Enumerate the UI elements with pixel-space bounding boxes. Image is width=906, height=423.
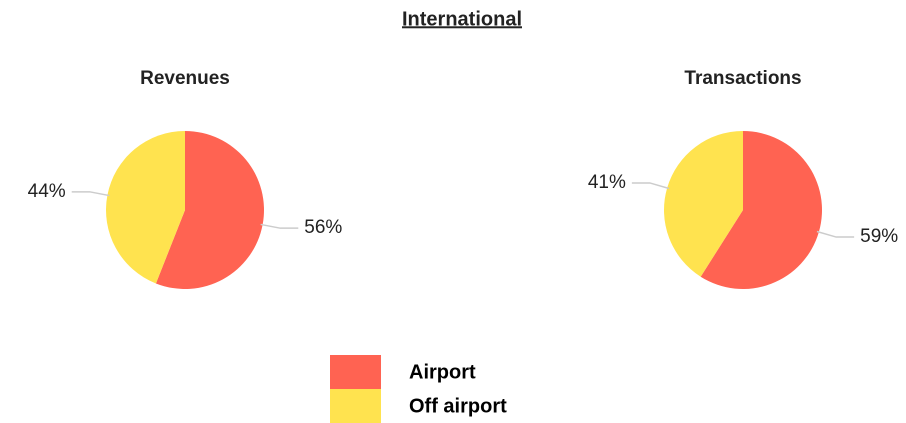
legend-swatch bbox=[330, 389, 381, 423]
pie-slice bbox=[106, 131, 185, 284]
data-label: 44% bbox=[28, 181, 66, 202]
data-label: 59% bbox=[860, 226, 898, 247]
leader-line bbox=[260, 223, 299, 229]
data-label: 41% bbox=[588, 172, 626, 193]
page-title: International bbox=[402, 8, 522, 30]
leader-line bbox=[71, 191, 110, 197]
leader-line bbox=[631, 182, 670, 190]
pie-slice bbox=[155, 131, 265, 289]
legend-label: Airport bbox=[409, 361, 476, 383]
pie-slice bbox=[700, 131, 823, 289]
chart-title: Revenues bbox=[140, 68, 230, 89]
leader-line bbox=[816, 230, 855, 238]
chart-title: Transactions bbox=[684, 68, 801, 89]
legend-swatch bbox=[330, 355, 381, 389]
data-label: 56% bbox=[304, 217, 342, 238]
pie-slice bbox=[664, 131, 743, 277]
legend-label: Off airport bbox=[409, 395, 507, 417]
